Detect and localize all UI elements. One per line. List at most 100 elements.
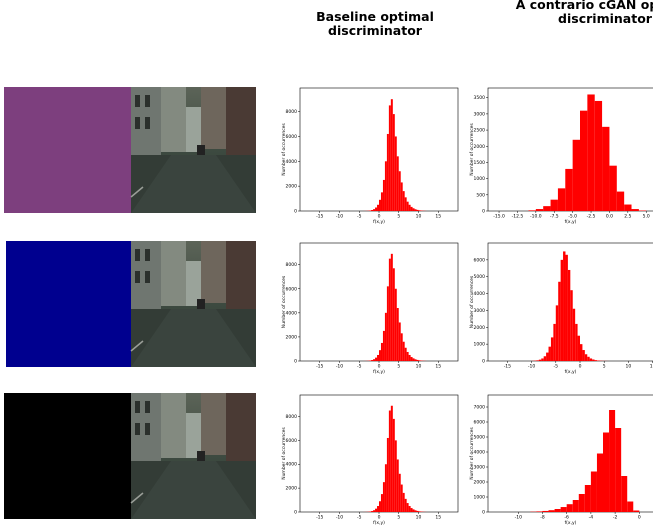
histogram-bar bbox=[580, 344, 583, 361]
histogram-bar bbox=[627, 501, 634, 512]
histogram-bar bbox=[587, 356, 590, 361]
x-tick-label: -2.5 bbox=[587, 214, 596, 220]
y-axis-label: Number of occurrences bbox=[281, 275, 287, 328]
histogram-bar bbox=[404, 347, 407, 361]
histogram-bar bbox=[541, 358, 544, 361]
histogram-bar bbox=[412, 509, 415, 512]
histogram-bar bbox=[402, 191, 405, 211]
histogram-bar bbox=[400, 484, 403, 512]
y-tick-label: 6000 bbox=[286, 134, 298, 140]
histogram-bar bbox=[565, 254, 568, 361]
x-tick-label: -15 bbox=[504, 364, 511, 370]
histogram-bar bbox=[572, 139, 580, 211]
x-tick-label: -15 bbox=[316, 515, 323, 521]
histogram-bar bbox=[375, 357, 378, 361]
y-tick-label: 6000 bbox=[474, 257, 486, 263]
x-tick-label: 0 bbox=[378, 364, 381, 370]
x-tick-label: 0 bbox=[579, 364, 582, 370]
y-tick-label: 2000 bbox=[286, 486, 298, 492]
y-tick-label: 4000 bbox=[474, 291, 486, 297]
histogram-bar bbox=[390, 99, 393, 211]
x-tick-label: 0 bbox=[378, 214, 381, 220]
histogram-bar bbox=[418, 360, 421, 361]
histogram-bar bbox=[406, 503, 409, 512]
histogram-bar bbox=[587, 94, 595, 211]
histogram-bar bbox=[386, 286, 389, 361]
y-tick-label: 1000 bbox=[474, 342, 486, 348]
x-axis-label: f(x,y) bbox=[565, 219, 577, 225]
histogram-bar bbox=[418, 210, 421, 211]
histogram-bar bbox=[548, 346, 551, 361]
histogram-bar bbox=[388, 258, 391, 361]
histogram-bar bbox=[375, 508, 378, 512]
y-tick-label: 2000 bbox=[286, 184, 298, 190]
y-tick-label: 6000 bbox=[286, 438, 298, 444]
column-header: Baseline optimal discriminator bbox=[316, 9, 434, 38]
histogram-bar bbox=[418, 511, 421, 512]
histogram-bar bbox=[416, 510, 419, 512]
y-tick-label: 0 bbox=[294, 510, 297, 516]
x-axis-label: f(x,y) bbox=[565, 520, 577, 526]
histogram-bar bbox=[394, 288, 397, 361]
histogram-bar bbox=[546, 352, 549, 361]
histogram-bar bbox=[578, 494, 585, 512]
histogram-bar bbox=[402, 492, 405, 512]
y-tick-label: 0 bbox=[482, 510, 485, 516]
histogram-bar bbox=[406, 201, 409, 211]
x-tick-label: -5 bbox=[357, 214, 362, 220]
histogram-bar bbox=[379, 350, 381, 361]
y-tick-label: 1000 bbox=[474, 176, 486, 182]
histogram-bar bbox=[416, 359, 419, 361]
histogram-bar bbox=[390, 405, 393, 512]
x-tick-label: 10 bbox=[416, 515, 422, 521]
histogram-bar bbox=[373, 510, 376, 512]
histogram-chart: -15 -10 -5 0 5 10 15 0 1000 2000 3000 4000 5000 6000 f… bbox=[469, 242, 653, 375]
histogram-bar bbox=[375, 207, 378, 211]
y-tick-label: 7000 bbox=[474, 405, 486, 411]
x-tick-label: -10.0 bbox=[530, 214, 542, 220]
x-tick-label: -4 bbox=[589, 515, 594, 521]
street-image bbox=[130, 240, 257, 368]
histogram-bar bbox=[615, 428, 622, 512]
histogram-bar bbox=[566, 504, 573, 512]
y-tick-label: 4000 bbox=[286, 310, 298, 316]
y-tick-label: 2000 bbox=[474, 480, 486, 486]
y-axis-label: Number of occurrences bbox=[469, 275, 475, 328]
x-tick-label: 5 bbox=[397, 364, 400, 370]
histogram-bar bbox=[528, 210, 536, 211]
x-tick-label: -6 bbox=[564, 515, 569, 521]
histogram-bar bbox=[624, 204, 632, 211]
histogram-bar bbox=[550, 199, 558, 211]
histogram-bar bbox=[560, 507, 567, 512]
histogram-bar bbox=[557, 188, 566, 211]
image-row bbox=[6, 240, 257, 368]
x-tick-label: -7.5 bbox=[550, 214, 559, 220]
histogram-bar bbox=[382, 179, 385, 211]
histogram-bar bbox=[382, 482, 385, 512]
x-tick-label: 0 bbox=[378, 515, 381, 521]
x-tick-label: 15 bbox=[435, 364, 441, 370]
y-tick-label: 4000 bbox=[286, 159, 298, 165]
histogram-bar bbox=[570, 290, 573, 361]
histogram-bar bbox=[371, 210, 374, 211]
histogram-bar bbox=[542, 510, 549, 512]
histogram-bar bbox=[590, 471, 597, 512]
y-tick-label: 8000 bbox=[286, 262, 298, 268]
street-image bbox=[130, 86, 257, 214]
histogram-bar bbox=[609, 165, 617, 211]
column-header: A contrario cGAN optimal discriminator bbox=[515, 0, 653, 26]
histogram-bar bbox=[379, 501, 381, 512]
x-tick-label: 0.0 bbox=[606, 214, 613, 220]
histogram-bar bbox=[414, 359, 417, 361]
histogram-bar bbox=[410, 508, 413, 512]
y-tick-label: 0 bbox=[294, 359, 297, 365]
histogram-bar bbox=[412, 208, 415, 211]
x-axis-label: f(x,y) bbox=[373, 369, 385, 375]
x-axis-label: f(x,y) bbox=[373, 219, 385, 225]
histogram-chart: -15 -10 -5 0 5 10 15 0 2000 4000 6000 8000 f(x,y) Num… bbox=[281, 87, 459, 225]
histogram-bar bbox=[384, 464, 387, 512]
x-tick-label: -10 bbox=[336, 515, 343, 521]
histogram-bar bbox=[592, 359, 595, 361]
histogram-bar bbox=[380, 494, 383, 512]
